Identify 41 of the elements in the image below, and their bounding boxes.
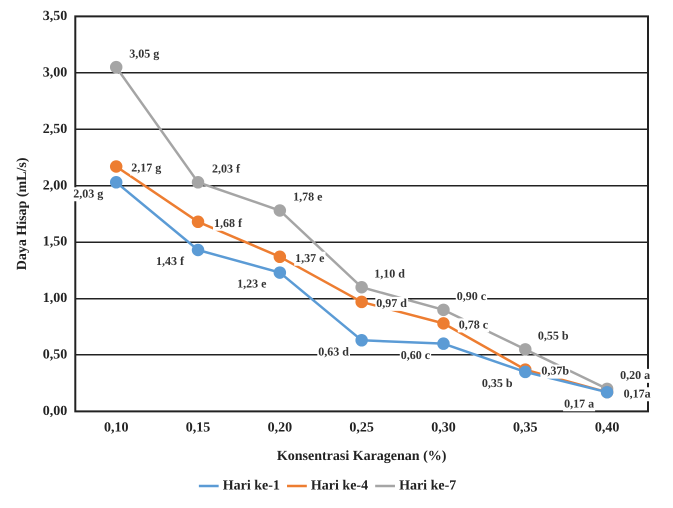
data-label: 1,37 e bbox=[295, 250, 326, 265]
data-label: 2,03 g bbox=[73, 186, 104, 200]
legend-label: Hari ke-1 bbox=[222, 478, 280, 494]
data-label: 1,10 d bbox=[374, 266, 406, 280]
x-tick-label: 0,25 bbox=[349, 420, 374, 436]
data-label: 0,20 a bbox=[620, 368, 650, 382]
data-label: 0,97 d bbox=[376, 296, 408, 310]
data-label: 0,60 c bbox=[400, 348, 431, 362]
y-tick-label: 2,00 bbox=[42, 178, 68, 194]
x-tick-label: 0,15 bbox=[186, 420, 210, 436]
data-label: 0,63 d bbox=[318, 344, 350, 358]
data-label: 0,17a bbox=[624, 386, 651, 400]
legend-label: Hari ke-4 bbox=[310, 478, 368, 494]
data-label: 1,78 e bbox=[293, 190, 324, 204]
data-label: 0,37b bbox=[541, 364, 570, 378]
legend-label: Hari ke-7 bbox=[399, 478, 456, 494]
data-label: 0,90 c bbox=[456, 288, 487, 303]
data-label: 0,35 b bbox=[482, 376, 513, 390]
x-tick-label: 0,30 bbox=[431, 420, 456, 436]
data-label: 0,78 c bbox=[458, 317, 489, 332]
data-label: 1,43 f bbox=[156, 254, 186, 268]
x-tick-label: 0,20 bbox=[268, 420, 292, 436]
data-label: 0,17 a bbox=[564, 396, 594, 410]
data-label: 2,03 f bbox=[212, 161, 242, 176]
x-tick-label: 0,35 bbox=[513, 420, 538, 436]
y-tick-label: 1,00 bbox=[42, 291, 68, 306]
data-label: 0,55 b bbox=[538, 328, 569, 342]
y-tick-label: 0,00 bbox=[42, 404, 68, 420]
x-tick-label: 0,10 bbox=[104, 420, 128, 436]
y-axis-title: Daya Hisap (mL/s) bbox=[15, 157, 30, 270]
y-tick-label: 3,50 bbox=[42, 9, 68, 24]
data-label: 1,68 f bbox=[214, 216, 244, 230]
x-tick-label: 0,40 bbox=[594, 420, 620, 436]
x-axis-title: Konsentrasi Karagenan (%) bbox=[276, 449, 447, 464]
y-tick-label: 0,50 bbox=[42, 348, 68, 363]
y-tick-label: 1,50 bbox=[42, 234, 68, 250]
data-label: 1,23 e bbox=[237, 276, 268, 291]
y-tick-label: 2,50 bbox=[42, 122, 68, 137]
data-label: 2,17 g bbox=[131, 160, 162, 175]
y-tick-label: 3,00 bbox=[42, 65, 68, 80]
data-label: 3,05 g bbox=[129, 46, 160, 60]
